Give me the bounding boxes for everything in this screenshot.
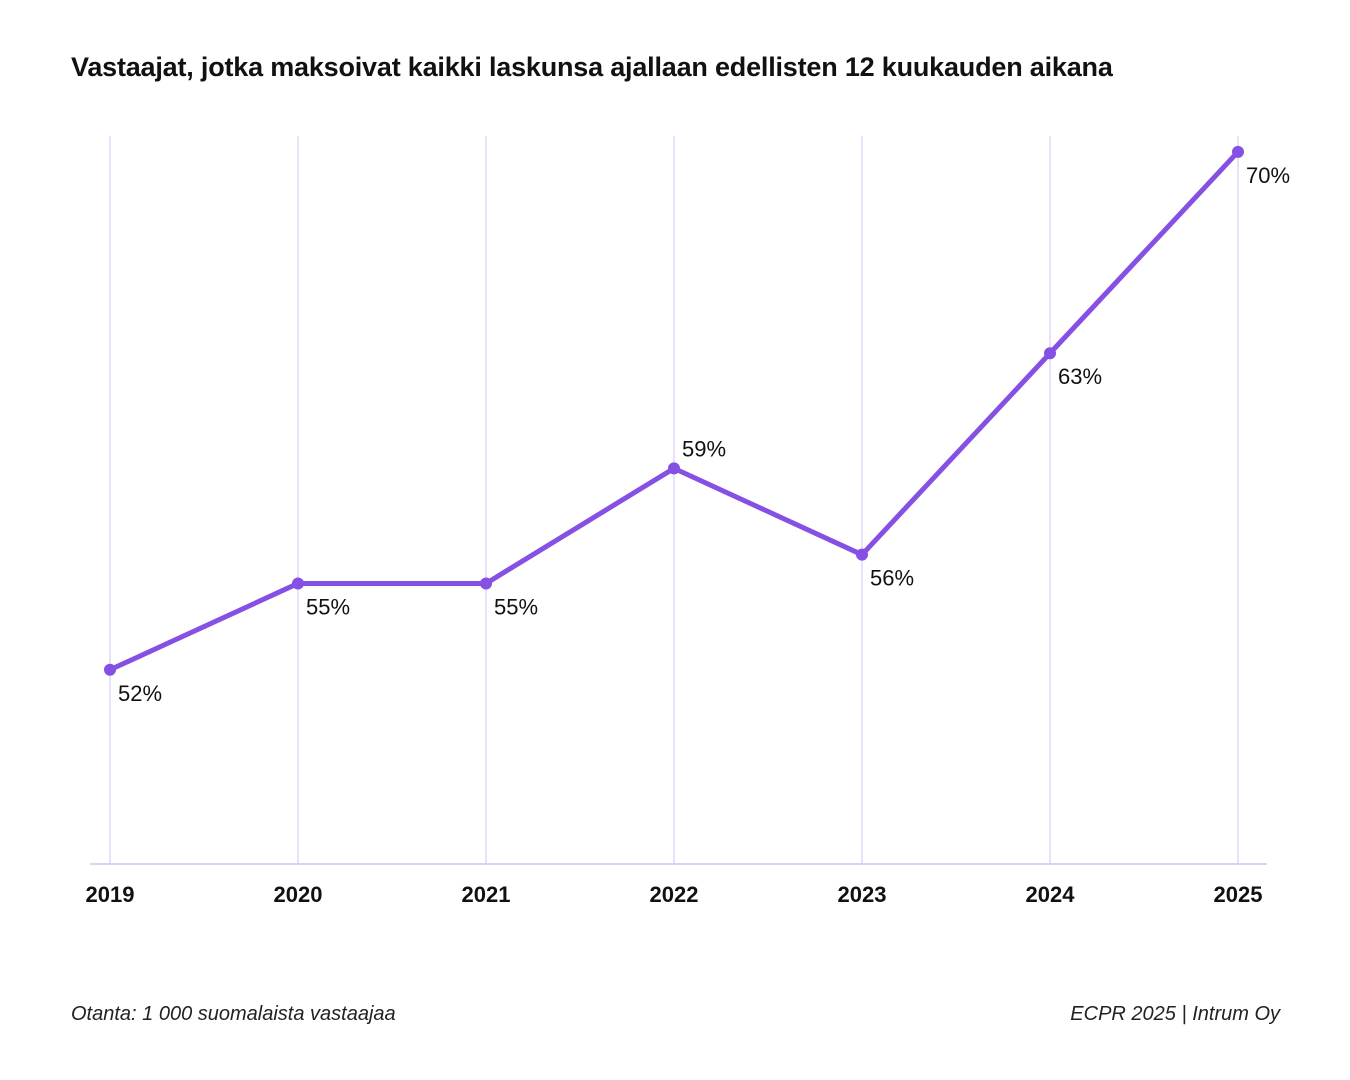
data-point — [1044, 347, 1056, 360]
x-tick-label: 2022 — [650, 882, 699, 907]
data-label: 59% — [682, 436, 726, 461]
data-point — [668, 462, 680, 475]
data-label: 63% — [1058, 364, 1102, 389]
data-point — [292, 577, 304, 590]
data-label: 70% — [1246, 163, 1290, 188]
x-tick-label: 2024 — [1026, 882, 1076, 907]
x-tick-label: 2020 — [274, 882, 323, 907]
x-tick-label: 2021 — [462, 882, 511, 907]
x-tick-label: 2023 — [838, 882, 887, 907]
data-label: 55% — [306, 594, 350, 619]
sample-note: Otanta: 1 000 suomalaista vastaajaa — [71, 1003, 396, 1025]
x-tick-label: 2019 — [86, 882, 135, 907]
data-point — [104, 663, 116, 676]
x-tick-label: 2025 — [1214, 882, 1263, 907]
source-note: ECPR 2025 | Intrum Oy — [1070, 1003, 1280, 1025]
chart-title: Vastaajat, jotka maksoivat kaikki laskun… — [71, 52, 1113, 82]
data-label: 56% — [870, 566, 914, 591]
data-label: 52% — [118, 681, 162, 706]
data-point — [480, 577, 492, 590]
data-point — [1232, 145, 1244, 158]
data-point — [856, 548, 868, 561]
data-label: 55% — [494, 594, 538, 619]
